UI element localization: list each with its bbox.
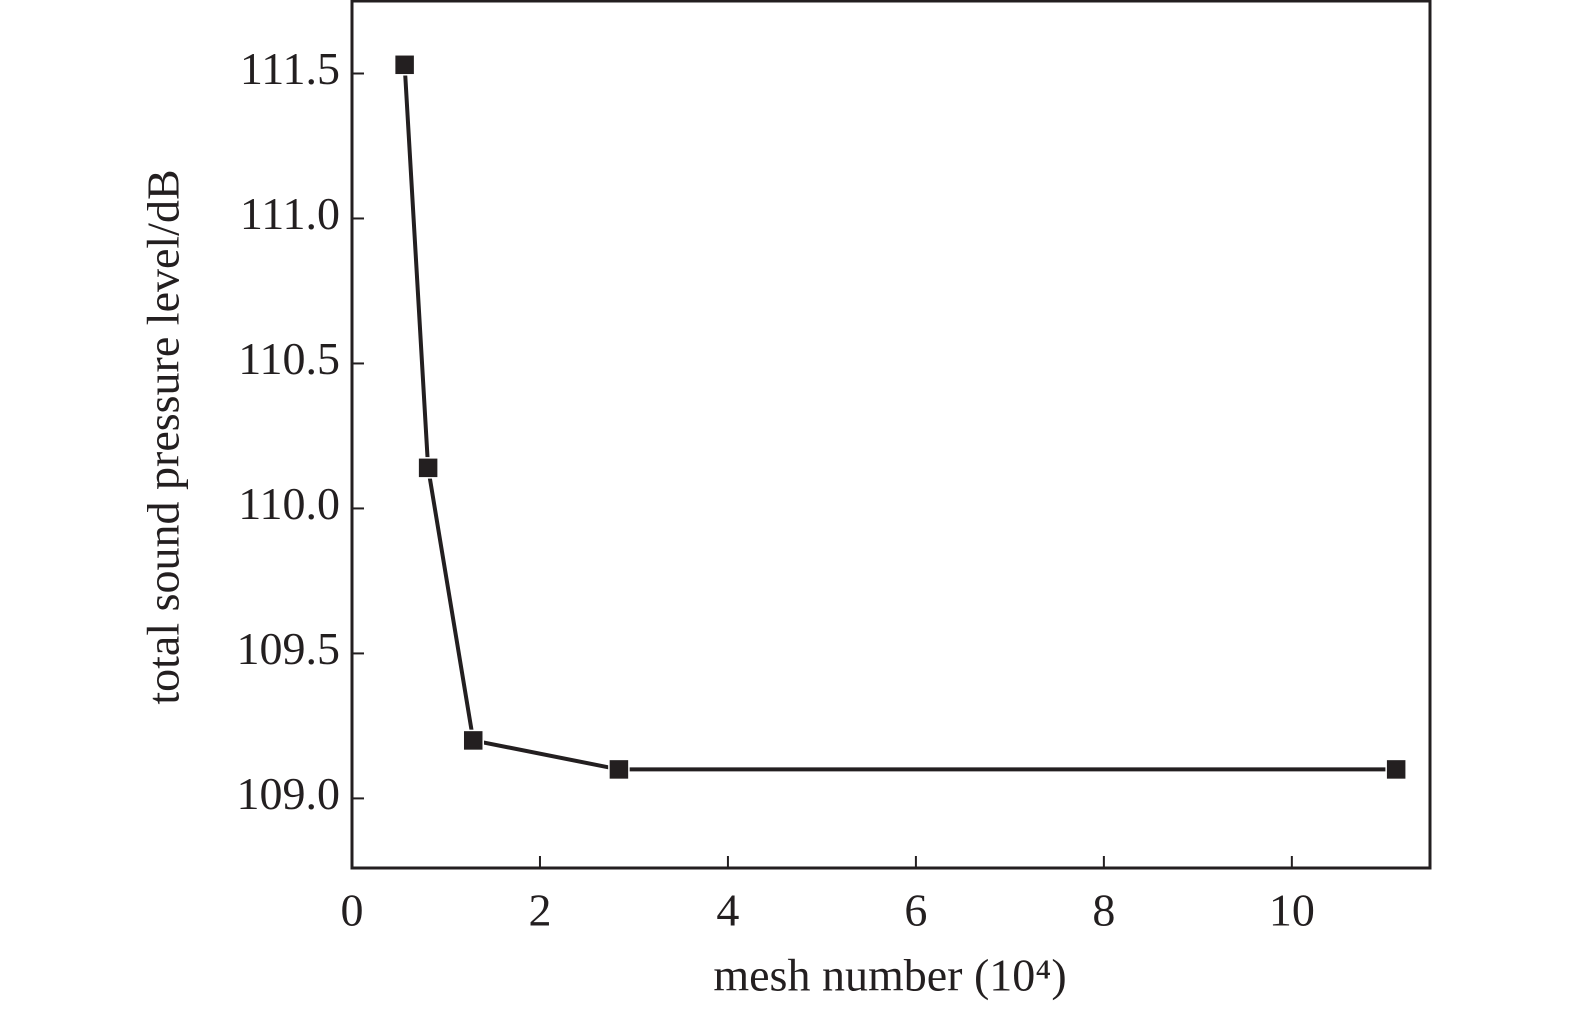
x-tick-label: 2: [528, 885, 551, 936]
x-tick-label: 4: [716, 885, 739, 936]
x-tick-label: 8: [1092, 885, 1115, 936]
y-tick-label: 111.5: [240, 43, 340, 94]
y-tick-label: 110.0: [238, 478, 340, 529]
y-axis-title: total sound pressure level/dB: [138, 169, 189, 704]
y-tick-label: 109.0: [237, 768, 341, 819]
data-point: [393, 54, 416, 76]
y-tick-label: 110.5: [238, 333, 340, 384]
y-tick-label: 109.5: [237, 623, 341, 674]
plot-frame: [350, 0, 1432, 870]
series-line: [402, 64, 1397, 772]
data-point: [608, 758, 630, 781]
x-tick-label: 10: [1269, 885, 1315, 936]
data-point: [462, 729, 484, 752]
y-tick-label: 111.0: [240, 188, 340, 239]
x-tick-label: 0: [341, 885, 364, 936]
x-tick-label: 6: [904, 885, 927, 936]
data-point: [417, 457, 439, 479]
x-axis-title: mesh number (10⁴): [713, 950, 1066, 1001]
data-point: [1385, 758, 1407, 781]
